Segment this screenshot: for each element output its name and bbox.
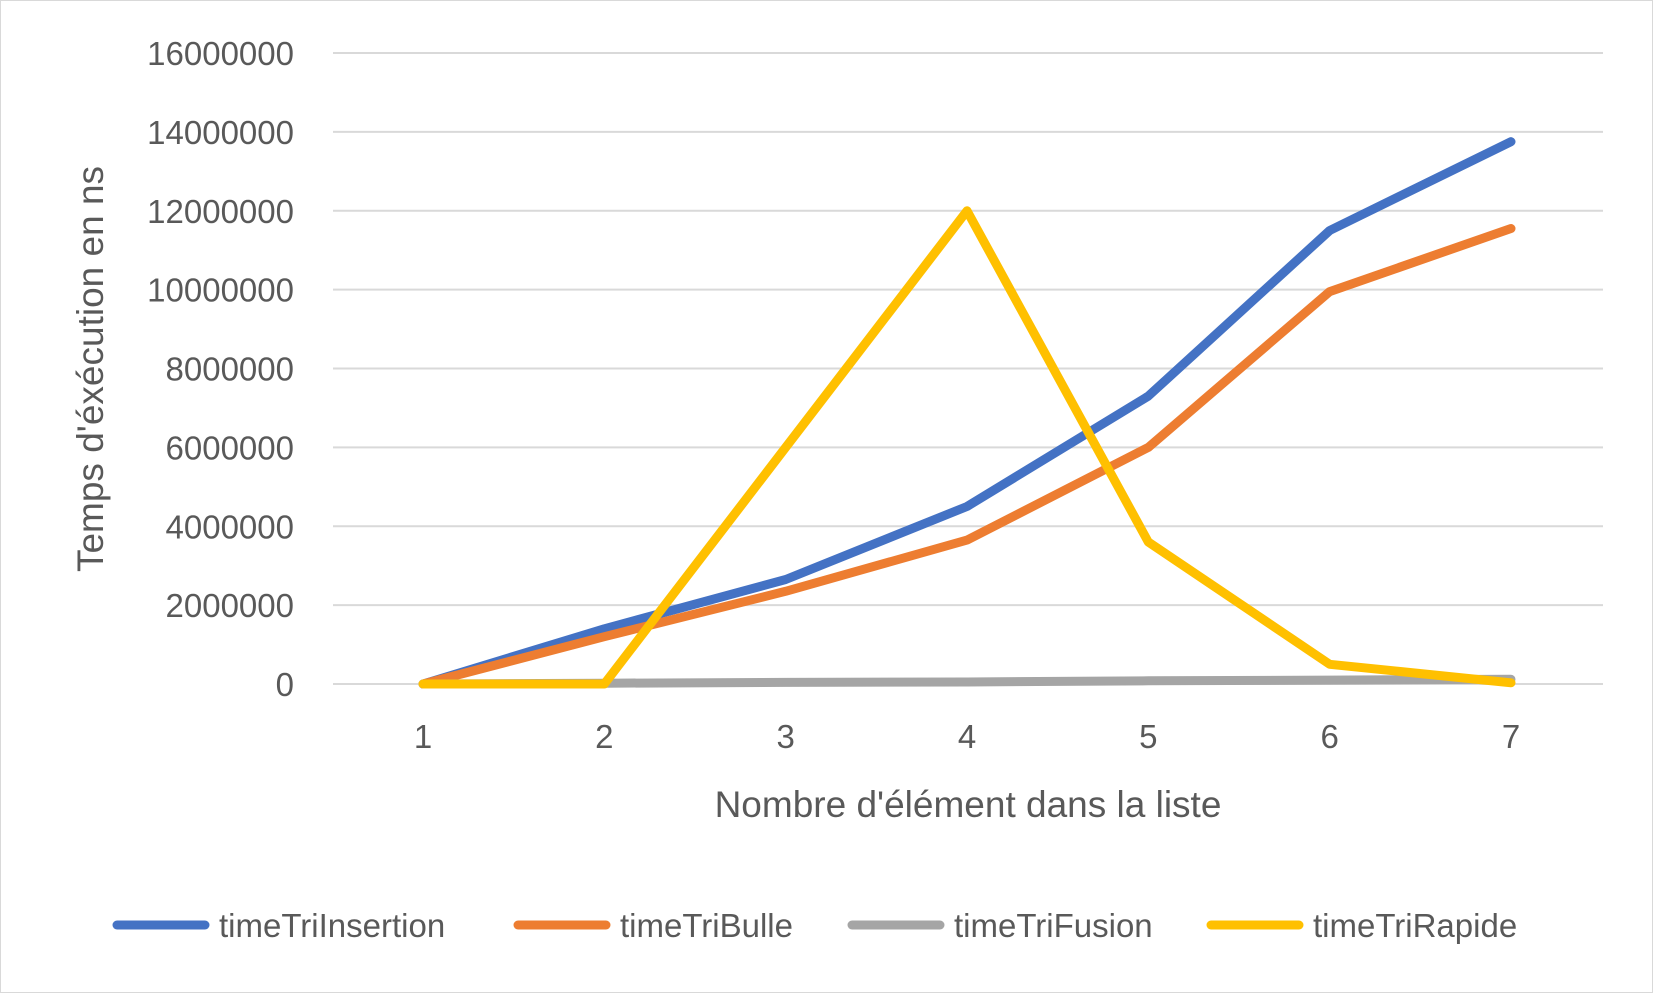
y-tick-label: 6000000 bbox=[166, 429, 294, 466]
legend: timeTriInsertion timeTriBulle timeTriFusio… bbox=[112, 907, 1517, 944]
series-line-timeTriRapide bbox=[418, 206, 1516, 689]
y-axis-title: Temps d'éxécution en ns bbox=[70, 166, 111, 572]
x-tick-label: 2 bbox=[595, 718, 613, 755]
x-axis-title: Nombre d'élément dans la liste bbox=[715, 784, 1222, 825]
y-tick-labels: 0 2000000 4000000 6000000 8000000 10000000 120… bbox=[147, 35, 294, 703]
x-tick-label: 5 bbox=[1139, 718, 1157, 755]
x-tick-label: 6 bbox=[1320, 718, 1338, 755]
legend-label: timeTriBulle bbox=[620, 907, 793, 944]
x-tick-label: 1 bbox=[414, 718, 432, 755]
y-tick-label: 2000000 bbox=[166, 587, 294, 624]
legend-label: timeTriInsertion bbox=[219, 907, 445, 944]
y-tick-label: 14000000 bbox=[147, 114, 294, 151]
x-tick-label: 4 bbox=[958, 718, 976, 755]
legend-label: timeTriRapide bbox=[1313, 907, 1517, 944]
y-tick-label: 8000000 bbox=[166, 351, 294, 388]
y-tick-label: 10000000 bbox=[147, 272, 294, 309]
series-line-timeTriBulle bbox=[418, 224, 1516, 689]
legend-label: timeTriFusion bbox=[954, 907, 1153, 944]
y-tick-label: 12000000 bbox=[147, 193, 294, 230]
x-tick-label: 7 bbox=[1502, 718, 1520, 755]
series-lines bbox=[418, 137, 1516, 689]
series-line-timeTriInsertion bbox=[418, 137, 1516, 689]
y-tick-label: 4000000 bbox=[166, 508, 294, 545]
x-tick-label: 3 bbox=[776, 718, 794, 755]
x-tick-labels: 1 2 3 4 5 6 7 bbox=[414, 718, 1520, 755]
y-tick-label: 16000000 bbox=[147, 35, 294, 72]
y-tick-label: 0 bbox=[276, 666, 294, 703]
gridlines bbox=[333, 52, 1603, 685]
